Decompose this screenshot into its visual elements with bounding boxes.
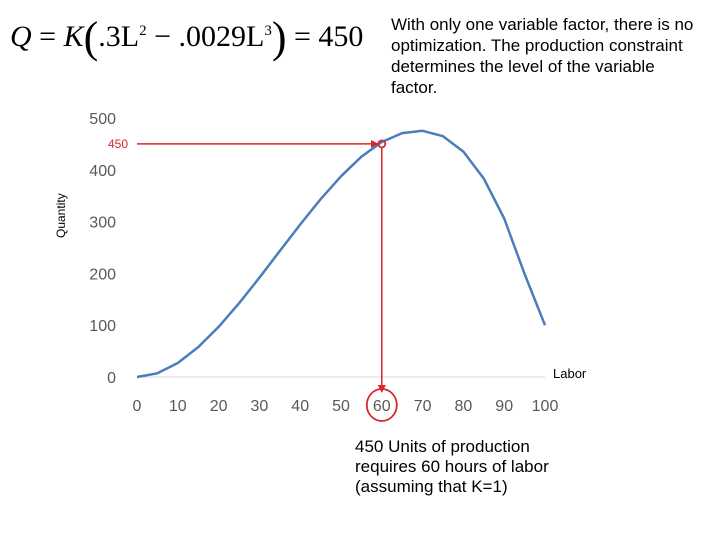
production-curve xyxy=(136,129,547,379)
equation-q: Q xyxy=(10,20,32,53)
production-equation: Q = K(.3L2 − .0029L3) = 450 xyxy=(10,12,363,63)
x-tick-label: 70 xyxy=(414,398,432,415)
x-tick-label: 20 xyxy=(210,398,228,415)
equation-exp1: 2 xyxy=(139,23,147,39)
highlight-point xyxy=(377,139,387,149)
explanation-note: With only one variable factor, there is … xyxy=(391,15,694,97)
equation-equals: = xyxy=(39,20,57,53)
y-tick-label: 200 xyxy=(89,266,116,283)
x-tick-label: 40 xyxy=(291,398,309,415)
equation-k: K xyxy=(63,20,84,53)
equation-term2: − .0029L xyxy=(146,20,265,53)
x-tick-highlight-circle xyxy=(365,388,398,422)
x-tick-label: 90 xyxy=(495,398,513,415)
y-tick-label: 0 xyxy=(107,370,116,387)
equation-term1: .3L xyxy=(98,20,140,53)
x-axis-label: Labor xyxy=(553,366,587,381)
x-tick-labels: 0 10 20 30 40 50 60 70 80 90 100 xyxy=(133,398,559,415)
y-tick-label: 100 xyxy=(89,318,116,335)
y-tick-label: 300 xyxy=(89,215,116,232)
equation-result: = 450 xyxy=(294,20,364,53)
highlight-guides: 450 xyxy=(108,137,398,422)
x-tick-label: 30 xyxy=(251,398,269,415)
result-annotation: 450 Units of production requires 60 hour… xyxy=(355,437,549,496)
x-tick-label: 0 xyxy=(133,398,142,415)
equation-exp2: 3 xyxy=(264,23,272,39)
x-tick-label: 60 xyxy=(373,398,391,415)
equation-left-paren: ( xyxy=(83,13,99,62)
x-tick-label: 50 xyxy=(332,398,350,415)
x-tick-label: 80 xyxy=(455,398,473,415)
y-tick-label: 400 xyxy=(89,163,116,180)
y-tick-label: 500 xyxy=(89,111,116,128)
y-tick-labels: 0 100 200 300 400 500 xyxy=(89,111,116,387)
equation-right-paren: ) xyxy=(271,13,287,62)
x-tick-label: 10 xyxy=(169,398,187,415)
x-tick-label: 100 xyxy=(532,398,559,415)
highlight-y-label: 450 xyxy=(108,137,128,151)
